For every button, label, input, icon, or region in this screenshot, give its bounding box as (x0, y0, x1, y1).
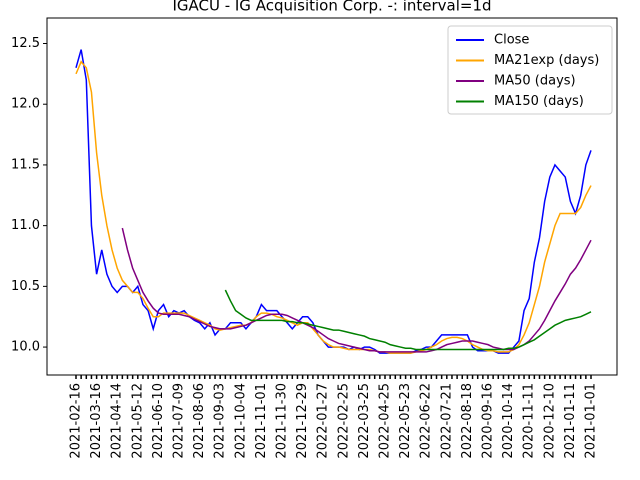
x-tick-label: 2021-05-12 (130, 383, 145, 459)
x-tick-label: 2020-09-16 (481, 383, 496, 459)
legend-label: Close (494, 33, 529, 48)
x-tick-label: 2022-06-22 (419, 383, 434, 459)
legend-label: MA50 (days) (494, 74, 576, 89)
series-line (121, 227, 592, 353)
x-tick-label: 2022-05-23 (398, 383, 413, 459)
x-tick-label: 2021-01-01 (584, 383, 599, 459)
y-tick-label: 10.0 (11, 340, 40, 355)
x-tick-label: 2021-01-11 (563, 383, 578, 459)
y-tick-label: 10.5 (11, 279, 40, 294)
legend-label: MA21exp (days) (494, 53, 599, 68)
x-tick-label: 2021-09-03 (213, 383, 228, 459)
x-tick-label: 2020-11-11 (522, 383, 537, 459)
x-tick-label: 2022-04-25 (378, 383, 393, 459)
x-tick-label: 2021-10-04 (233, 383, 248, 459)
x-tick-label: 2022-07-21 (439, 383, 454, 459)
legend-label: MA150 (days) (494, 94, 584, 109)
x-tick-label: 2022-02-25 (336, 383, 351, 459)
x-tick-label: 2022-01-27 (316, 383, 331, 459)
x-tick-label: 2021-08-06 (192, 383, 207, 459)
plot-frame (46, 17, 618, 376)
x-tick-label: 2021-07-09 (172, 383, 187, 459)
x-tick-label: 2021-12-29 (295, 383, 310, 459)
x-tick-label: 2020-10-14 (501, 383, 516, 459)
legend-box (447, 25, 613, 115)
y-tick-label: 12.5 (11, 36, 40, 51)
x-tick-label: 2020-12-10 (542, 383, 557, 459)
x-tick-label: 2021-04-14 (110, 383, 125, 459)
y-tick-label: 12.0 (11, 97, 40, 112)
x-tick-label: 2022-03-25 (357, 383, 372, 459)
y-tick-label: 11.5 (11, 157, 40, 172)
x-tick-label: 2021-03-16 (89, 383, 104, 459)
x-tick-label: 2021-11-01 (254, 383, 269, 459)
x-tick-label: 2021-06-10 (151, 383, 166, 459)
series-line (224, 289, 592, 351)
x-tick-label: 2022-08-18 (460, 383, 475, 459)
y-tick-label: 11.0 (11, 218, 40, 233)
chart-title: IGACU - IG Acquisition Corp. -: interval… (172, 0, 491, 15)
x-tick-label: 2021-02-16 (69, 383, 84, 459)
x-tick-label: 2021-11-30 (275, 383, 290, 459)
